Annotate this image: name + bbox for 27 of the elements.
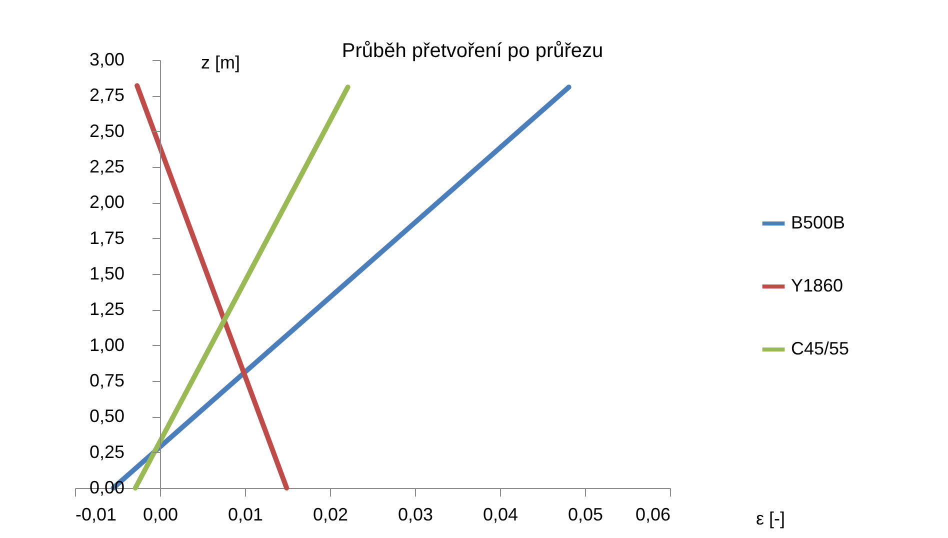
y-tick-label: 2,75	[89, 85, 124, 106]
y-tick-label: 2,50	[89, 120, 124, 141]
x-tick-label: 0,05	[568, 504, 604, 524]
y-tick-label: 2,00	[89, 192, 124, 212]
y-tick-label: 0,50	[89, 406, 124, 426]
y-tick-label: 0,00	[89, 478, 124, 498]
legend-label: C45/55	[791, 338, 850, 358]
y-tick-label: 0,75	[89, 370, 124, 390]
y-tick-label: 2,25	[89, 156, 124, 176]
y-tick-label: 1,50	[89, 264, 124, 284]
x-axis-title: ε [-]	[756, 508, 786, 528]
y-tick-label: 0,25	[89, 442, 124, 462]
x-tick-label: 0,06	[635, 504, 670, 524]
x-tick-label: -0,01	[76, 504, 117, 524]
y-tick-label: 1,00	[89, 334, 124, 355]
x-tick-label: 0,02	[312, 504, 348, 524]
y-tick-label: 3,00	[89, 50, 124, 70]
x-tick-label: 0,04	[482, 504, 518, 524]
x-tick-label: 0,00	[142, 504, 178, 524]
y-axis-title: z [m]	[201, 52, 240, 72]
x-tick-label: 0,01	[228, 504, 264, 524]
legend-label: Y1860	[791, 276, 844, 296]
chart-title: Průběh přetvoření po průřezu	[342, 40, 604, 62]
y-tick-label: 1,25	[89, 299, 124, 320]
x-tick-label: 0,03	[398, 504, 434, 524]
legend-label: B500B	[791, 212, 846, 232]
y-tick-label: 1,75	[89, 228, 124, 248]
